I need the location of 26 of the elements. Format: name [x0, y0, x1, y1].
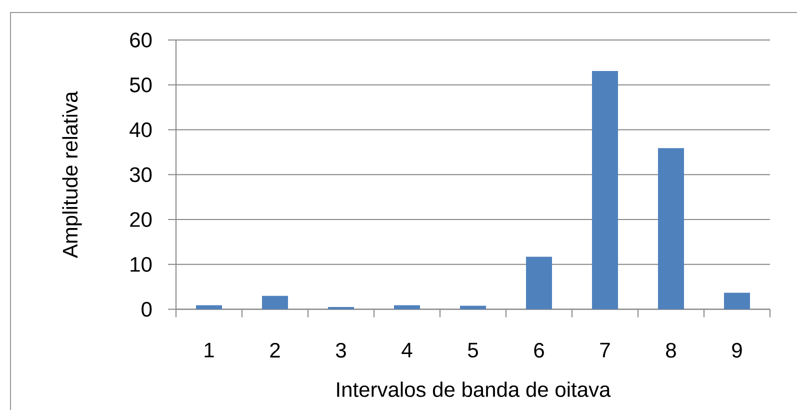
y-tick-label: 10: [130, 256, 152, 272]
y-tick-label: 40: [130, 122, 152, 138]
bar: [460, 306, 486, 310]
x-tick-label: 1: [204, 342, 214, 358]
y-tick-label: 60: [130, 32, 152, 48]
x-tick-label: 8: [666, 342, 676, 358]
y-tick-label: 50: [130, 77, 152, 92]
x-tick-label: 2: [270, 342, 280, 358]
bar: [196, 305, 222, 310]
y-axis-title: Amplitude relativa: [62, 91, 82, 258]
bar: [526, 256, 552, 310]
x-tick-label: 4: [402, 342, 412, 358]
x-axis-title: Intervalos de banda de oitava: [337, 382, 611, 398]
bar: [658, 148, 684, 310]
x-tick-label: 9: [732, 342, 742, 358]
x-tick-label: 5: [468, 342, 478, 358]
bar: [724, 292, 750, 310]
y-tick-label: 20: [130, 212, 152, 227]
x-tick-label: 3: [336, 342, 346, 358]
bar: [262, 296, 288, 310]
x-tick-label: 6: [534, 342, 544, 358]
y-tick-label: 30: [130, 167, 152, 182]
bar: [394, 305, 420, 310]
bar: [592, 70, 618, 310]
y-tick-label: 0: [142, 302, 152, 317]
x-tick-label: 7: [600, 342, 610, 358]
